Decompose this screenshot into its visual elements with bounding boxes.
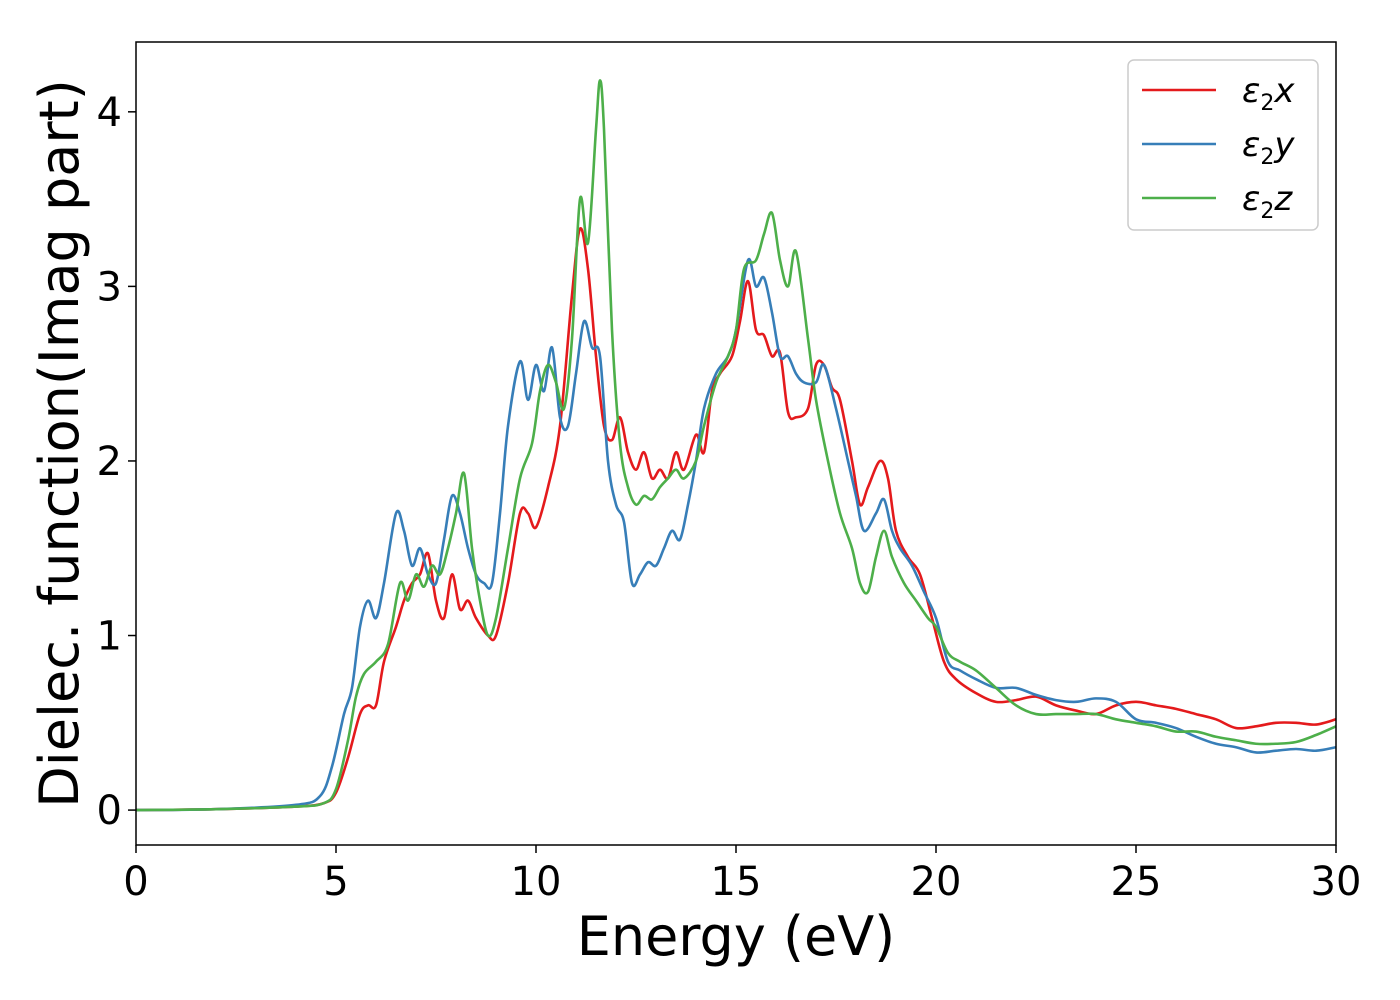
legend-label-base: ε [1242,125,1260,165]
legend-box [1127,59,1319,231]
legend-label-tail: z [1273,179,1293,219]
legend-label-x: ε2x [1242,71,1295,116]
legend-label-sub: 2 [1260,199,1274,224]
x-tick-label: 25 [1111,859,1162,905]
legend-label-sub: 2 [1260,91,1274,116]
legend-label-z: ε2z [1242,179,1293,224]
x-axis-label: Energy (eV) [577,905,896,968]
legend-label-base: ε [1242,71,1260,111]
series-line-x [136,227,1336,812]
x-tick-label: 20 [911,859,962,905]
y-axis-ticks: 0 1 2 3 4 [97,90,136,834]
legend-label-y: ε2y [1242,125,1295,170]
x-axis-ticks: 0 5 10 15 20 25 30 [123,845,1361,905]
y-tick-label: 4 [97,90,122,136]
y-axis-label: Dielec. function(Imag part) [28,79,91,808]
y-tick-label: 1 [97,614,122,660]
x-tick-label: 0 [123,859,148,905]
series-layer [136,79,1336,812]
y-tick-label: 2 [97,439,122,485]
legend-label-sub: 2 [1260,145,1274,170]
x-tick-label: 5 [323,859,348,905]
legend-label-tail: y [1273,125,1295,165]
x-tick-label: 30 [1311,859,1362,905]
y-tick-label: 3 [97,264,122,310]
legend-label-tail: x [1273,71,1295,111]
series-line-y [136,257,1336,812]
legend-label-base: ε [1242,179,1260,219]
y-tick-label: 0 [97,788,122,834]
x-tick-label: 10 [511,859,562,905]
series-line-z [136,79,1336,812]
x-tick-label: 15 [711,859,762,905]
